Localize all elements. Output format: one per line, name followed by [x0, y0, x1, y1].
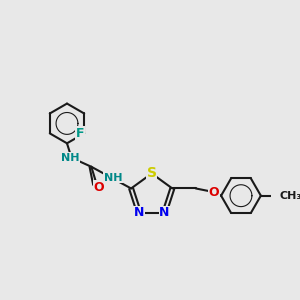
Text: N: N — [134, 206, 144, 219]
Text: F: F — [75, 127, 84, 140]
Text: NH: NH — [104, 172, 122, 183]
Text: CH₃: CH₃ — [280, 191, 300, 201]
Text: O: O — [208, 187, 219, 200]
Text: O: O — [93, 181, 104, 194]
Text: N: N — [159, 206, 170, 219]
Text: S: S — [147, 167, 157, 181]
Text: NH: NH — [61, 153, 80, 163]
